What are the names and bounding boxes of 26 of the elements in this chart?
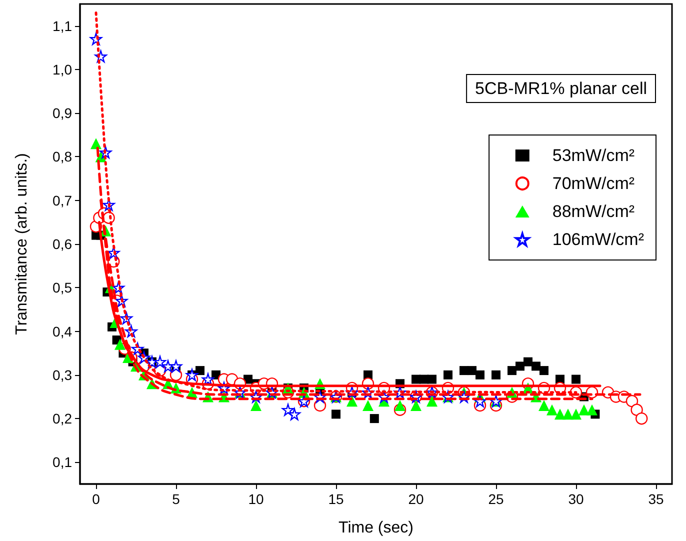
x-tick-label: 35 (648, 491, 664, 507)
legend-label: 106mW/cm² (552, 230, 644, 249)
y-tick-label: 0,2 (52, 410, 72, 427)
legend-label: 53mW/cm² (552, 146, 635, 165)
x-axis-title: Time (sec) (338, 520, 414, 536)
y-tick-label: 0,6 (52, 236, 72, 252)
x-tick-label: 25 (488, 491, 504, 507)
legend-label: 88mW/cm² (552, 202, 635, 221)
y-axis-title: Transmitance (arb. units.) (14, 153, 30, 335)
y-tick-label: 0,3 (52, 366, 72, 383)
annotation: 5CB-MR1% planar cell (475, 79, 647, 98)
x-tick-label: 30 (568, 491, 584, 507)
legend-label: 70mW/cm² (552, 174, 635, 193)
y-tick-label: 0,1 (52, 454, 72, 470)
y-tick-label: 0,8 (52, 148, 72, 165)
x-tick-label: 0 (92, 491, 100, 507)
y-tick-label: 0,9 (52, 105, 72, 122)
y-tick-label: 0,7 (52, 192, 72, 208)
y-tick-label: 1,1 (52, 18, 72, 34)
y-tick-label: 0,4 (52, 323, 72, 340)
x-tick-label: 15 (328, 491, 344, 507)
y-tick-label: 0,5 (52, 280, 72, 296)
x-tick-label: 5 (172, 491, 180, 507)
y-tick-label: 1,0 (52, 61, 72, 78)
x-tick-label: 20 (408, 491, 424, 507)
x-tick-label: 10 (248, 491, 264, 507)
